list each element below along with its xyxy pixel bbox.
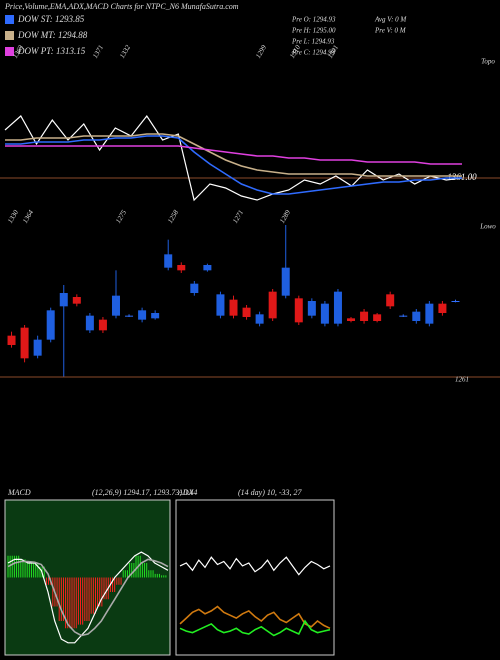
candle-body bbox=[438, 303, 447, 313]
candle-body bbox=[320, 303, 329, 324]
candle-body bbox=[190, 283, 199, 293]
legend-label: DOW MT: 1294.88 bbox=[17, 30, 88, 40]
low-label: 1261 bbox=[455, 376, 469, 384]
info-label: Pre H: 1295.00 bbox=[291, 27, 336, 35]
macd-title: MACD bbox=[7, 488, 31, 497]
candle-body bbox=[46, 310, 55, 340]
candle-body bbox=[255, 314, 264, 324]
candle-body bbox=[294, 298, 303, 323]
info-label: Pre V: 0 M bbox=[374, 27, 407, 35]
macd-line bbox=[7, 558, 169, 637]
legend-label: DOW PT: 1313.15 bbox=[17, 46, 86, 56]
candle-body bbox=[72, 297, 81, 304]
info-label: Pre O: 1294.93 bbox=[291, 16, 336, 24]
candle-body bbox=[151, 313, 160, 319]
candle-body bbox=[125, 315, 134, 317]
candle-body bbox=[268, 291, 277, 319]
info-label: Avg V: 0 M bbox=[374, 16, 407, 24]
candle-body bbox=[138, 310, 147, 320]
info-label: Pre C: 1294.93 bbox=[291, 49, 336, 57]
candle-body bbox=[347, 318, 356, 321]
candle-body bbox=[451, 301, 460, 302]
line bbox=[5, 145, 462, 165]
candle-body bbox=[111, 295, 120, 316]
line bbox=[4, 114, 463, 202]
info-label: Pre L: 1294.93 bbox=[291, 38, 335, 46]
candle-body bbox=[177, 265, 186, 271]
candle-body bbox=[425, 303, 434, 324]
line bbox=[179, 619, 331, 637]
chart-title: Price,Volume,EMA,ADX,MACD Charts for NTP… bbox=[4, 2, 239, 11]
candle-body bbox=[229, 299, 238, 316]
adx-frame bbox=[175, 499, 335, 656]
line bbox=[5, 135, 462, 195]
candle-body bbox=[333, 291, 342, 324]
candle-body bbox=[281, 267, 290, 296]
candle-body bbox=[307, 301, 316, 316]
candle-body bbox=[386, 294, 395, 307]
legend-swatch bbox=[5, 31, 14, 40]
candle-body bbox=[59, 293, 68, 307]
candle-body bbox=[33, 339, 42, 356]
candle-body bbox=[242, 307, 251, 317]
adx-subtitle: (14 day) 10, -33, 27 bbox=[238, 488, 303, 497]
line bbox=[179, 605, 331, 630]
candle-body bbox=[216, 294, 225, 316]
candle-body bbox=[360, 311, 369, 321]
reference-label: 1361.00 bbox=[447, 172, 477, 182]
macd-subtitle: (12,26,9) 1294.17, 1293.73, 0.44 bbox=[92, 488, 197, 497]
line bbox=[179, 556, 331, 576]
adx-title: ADX bbox=[177, 488, 195, 497]
legend-label: DOW ST: 1293.85 bbox=[17, 14, 85, 24]
corner-label: Lowo bbox=[479, 223, 496, 231]
candle-body bbox=[412, 311, 421, 321]
candle-body bbox=[85, 315, 94, 331]
candle-body bbox=[98, 319, 107, 331]
legend-swatch bbox=[5, 15, 14, 24]
candle-body bbox=[203, 265, 212, 271]
corner-label: Topo bbox=[481, 58, 495, 66]
candle-body bbox=[164, 254, 173, 268]
candle-body bbox=[20, 327, 29, 359]
candle-body bbox=[399, 315, 408, 317]
line bbox=[5, 133, 462, 177]
candle-body bbox=[373, 314, 382, 321]
candle-body bbox=[7, 335, 16, 345]
legend-swatch bbox=[5, 47, 14, 56]
